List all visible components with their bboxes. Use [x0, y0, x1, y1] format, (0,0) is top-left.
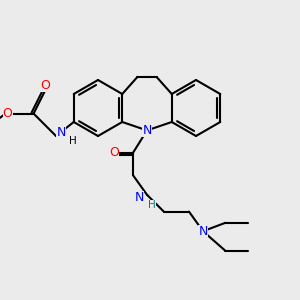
Text: O: O — [3, 107, 13, 120]
Text: H: H — [148, 200, 156, 210]
Text: O: O — [40, 79, 50, 92]
Text: N: N — [142, 124, 152, 137]
Text: N: N — [134, 191, 144, 204]
Text: O: O — [109, 146, 119, 159]
Text: N: N — [56, 125, 66, 139]
Text: N: N — [198, 225, 208, 238]
Text: H: H — [69, 136, 77, 146]
